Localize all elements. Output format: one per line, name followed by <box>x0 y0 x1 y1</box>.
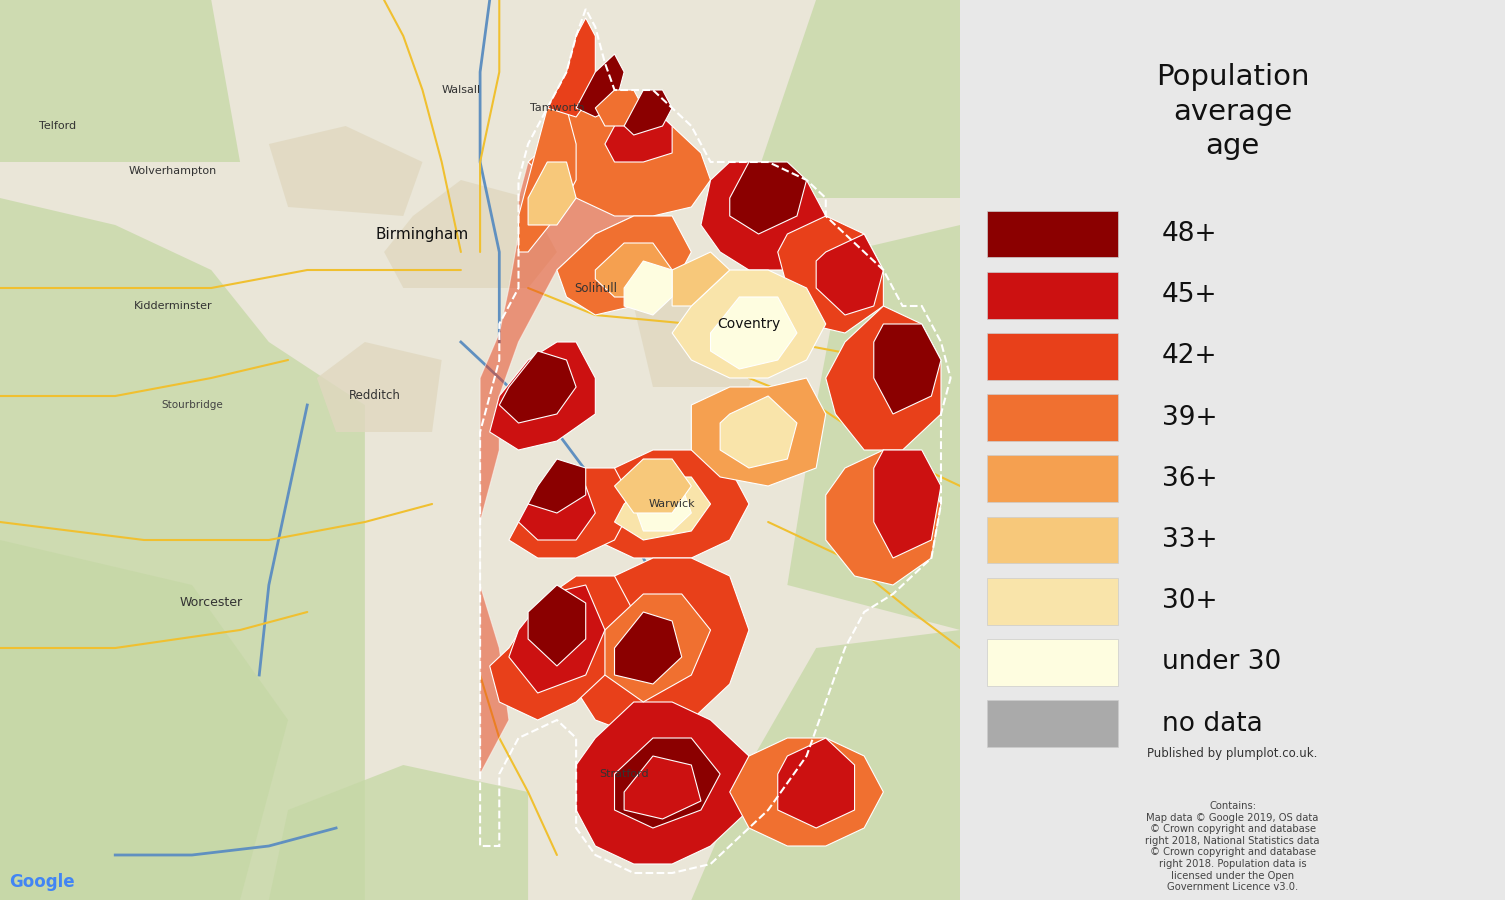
Text: 30+: 30+ <box>1162 589 1218 614</box>
Polygon shape <box>528 108 710 216</box>
Polygon shape <box>826 450 941 585</box>
Polygon shape <box>318 342 441 432</box>
Polygon shape <box>625 261 673 315</box>
Text: 39+: 39+ <box>1162 405 1218 430</box>
Polygon shape <box>0 540 287 900</box>
Polygon shape <box>0 198 364 900</box>
Polygon shape <box>730 738 883 846</box>
Polygon shape <box>500 351 576 423</box>
Text: Contains:
Map data © Google 2019, OS data
© Crown copyright and database
right 2: Contains: Map data © Google 2019, OS dat… <box>1145 801 1320 892</box>
Polygon shape <box>509 585 605 693</box>
Polygon shape <box>874 450 941 558</box>
FancyBboxPatch shape <box>987 700 1118 747</box>
Polygon shape <box>548 18 596 117</box>
Polygon shape <box>816 234 883 315</box>
FancyBboxPatch shape <box>987 211 1118 257</box>
FancyBboxPatch shape <box>987 272 1118 319</box>
Text: no data: no data <box>1162 711 1263 736</box>
Polygon shape <box>519 477 596 540</box>
Text: 33+: 33+ <box>1162 527 1218 553</box>
Polygon shape <box>826 306 941 450</box>
Text: 36+: 36+ <box>1162 466 1218 491</box>
Text: Wolverhampton: Wolverhampton <box>129 166 217 176</box>
Polygon shape <box>576 54 625 117</box>
Polygon shape <box>528 585 585 666</box>
Polygon shape <box>625 90 673 135</box>
FancyBboxPatch shape <box>987 578 1118 625</box>
Polygon shape <box>605 594 710 702</box>
Text: Population
average
age: Population average age <box>1156 63 1309 160</box>
Polygon shape <box>778 216 883 333</box>
Polygon shape <box>509 468 634 558</box>
Polygon shape <box>566 450 749 558</box>
Polygon shape <box>605 108 673 162</box>
Text: Kidderminster: Kidderminster <box>134 301 212 311</box>
Polygon shape <box>673 252 730 306</box>
Polygon shape <box>691 630 960 900</box>
Polygon shape <box>596 243 673 297</box>
Polygon shape <box>787 225 960 630</box>
Polygon shape <box>874 324 941 414</box>
Text: 42+: 42+ <box>1162 344 1218 369</box>
Polygon shape <box>596 90 643 126</box>
Text: Coventry: Coventry <box>718 317 781 331</box>
Text: Stourbridge: Stourbridge <box>161 400 223 410</box>
Polygon shape <box>778 738 855 828</box>
Polygon shape <box>721 396 798 468</box>
Text: Telford: Telford <box>39 121 77 131</box>
Polygon shape <box>519 108 576 252</box>
Text: under 30: under 30 <box>1162 650 1281 675</box>
FancyBboxPatch shape <box>987 639 1118 686</box>
Polygon shape <box>269 765 528 900</box>
FancyBboxPatch shape <box>987 333 1118 380</box>
Polygon shape <box>489 342 596 450</box>
Text: Walsall: Walsall <box>441 85 480 95</box>
Text: Tamworth: Tamworth <box>530 103 584 113</box>
Polygon shape <box>480 144 710 774</box>
Polygon shape <box>710 297 798 369</box>
Polygon shape <box>749 0 960 198</box>
Text: Birmingham: Birmingham <box>376 227 470 241</box>
Polygon shape <box>489 576 634 720</box>
Text: Redditch: Redditch <box>349 390 400 402</box>
Text: 45+: 45+ <box>1162 283 1218 308</box>
Polygon shape <box>634 288 768 387</box>
Polygon shape <box>269 126 423 216</box>
Polygon shape <box>730 162 807 234</box>
Polygon shape <box>625 756 701 819</box>
Text: 48+: 48+ <box>1162 221 1218 247</box>
Polygon shape <box>614 612 682 684</box>
Polygon shape <box>384 180 557 288</box>
Polygon shape <box>528 459 585 513</box>
FancyBboxPatch shape <box>987 394 1118 441</box>
Text: Solihull: Solihull <box>573 282 617 294</box>
Polygon shape <box>0 0 241 162</box>
Polygon shape <box>557 216 691 315</box>
Polygon shape <box>673 270 826 378</box>
Text: Warwick: Warwick <box>649 499 695 509</box>
Polygon shape <box>614 477 710 540</box>
Polygon shape <box>701 162 826 270</box>
Polygon shape <box>691 378 826 486</box>
Polygon shape <box>614 459 691 513</box>
Polygon shape <box>576 702 749 864</box>
Text: Published by plumplot.co.uk.: Published by plumplot.co.uk. <box>1147 747 1318 760</box>
FancyBboxPatch shape <box>987 517 1118 563</box>
Polygon shape <box>614 738 721 828</box>
Text: Google: Google <box>9 873 75 891</box>
Polygon shape <box>528 162 576 225</box>
Polygon shape <box>557 558 749 738</box>
Polygon shape <box>634 486 691 531</box>
Text: Stratford: Stratford <box>599 769 649 779</box>
FancyBboxPatch shape <box>987 455 1118 502</box>
Text: Worcester: Worcester <box>179 597 242 609</box>
